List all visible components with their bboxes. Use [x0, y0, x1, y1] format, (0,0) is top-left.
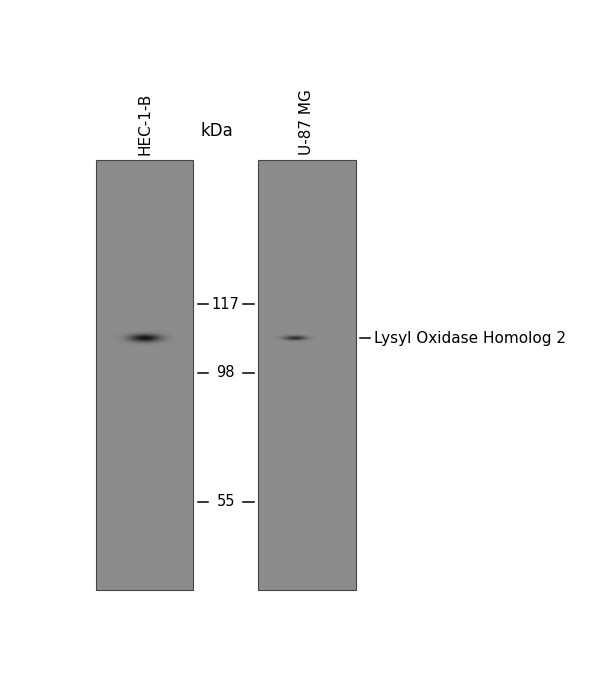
Bar	[258, 160, 356, 590]
Text: 55: 55	[216, 495, 235, 509]
Text: U-87 MG: U-87 MG	[300, 88, 314, 155]
Text: Lysyl Oxidase Homolog 2: Lysyl Oxidase Homolog 2	[374, 331, 566, 346]
Text: kDa: kDa	[200, 122, 233, 140]
Text: 98: 98	[216, 366, 235, 380]
Bar	[96, 160, 193, 590]
Text: 117: 117	[212, 297, 240, 311]
Text: HEC-1-B: HEC-1-B	[137, 92, 152, 155]
